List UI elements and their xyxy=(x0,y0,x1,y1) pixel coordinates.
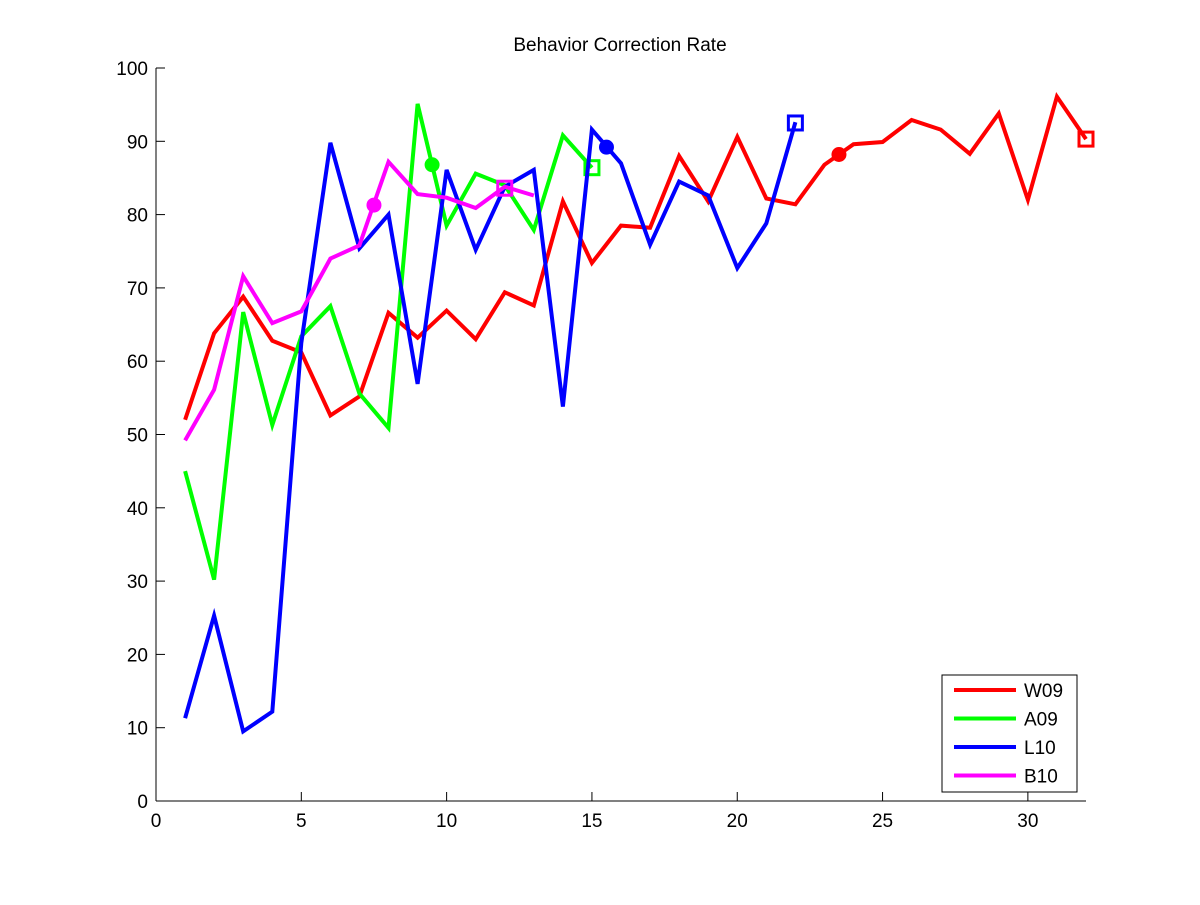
circle-marker-A09 xyxy=(424,157,440,173)
series-line-W09 xyxy=(183,91,1088,421)
chart-title: Behavior Correction Rate xyxy=(513,35,726,56)
y-tick-label: 70 xyxy=(127,279,148,300)
square-marker-A09 xyxy=(583,159,601,177)
series-line-B10 xyxy=(183,157,535,442)
y-tick-label: 40 xyxy=(127,499,148,520)
y-tick-label: 30 xyxy=(127,572,148,593)
x-tick-label: 25 xyxy=(872,811,893,832)
circle-marker-W09 xyxy=(831,146,847,162)
legend-label-L10: L10 xyxy=(1024,738,1056,759)
legend-label-A09: A09 xyxy=(1024,710,1058,731)
series-line-A09 xyxy=(183,103,594,581)
x-tick-label: 5 xyxy=(296,811,307,832)
legend-label-W09: W09 xyxy=(1024,681,1063,702)
legend-box xyxy=(941,674,1078,793)
y-tick-label: 90 xyxy=(127,132,148,153)
y-tick-label: 50 xyxy=(127,426,148,447)
x-tick-label: 30 xyxy=(1017,811,1038,832)
y-tick-label: 80 xyxy=(127,206,148,227)
x-tick-label: 10 xyxy=(436,811,457,832)
y-tick-label: 60 xyxy=(127,352,148,373)
square-marker-B10 xyxy=(496,179,514,197)
legend: W09 A09 L10 B10 xyxy=(941,674,1078,793)
x-tick-label: 0 xyxy=(151,811,162,832)
x-tick-label: 15 xyxy=(581,811,602,832)
square-marker-L10 xyxy=(786,114,804,132)
y-tick-label: 10 xyxy=(127,719,148,740)
axes: 0 5 10 15 20 25 30 0 10 20 30 40 50 60 70 80 90 100 xyxy=(116,59,1086,832)
circle-marker-B10 xyxy=(366,197,382,213)
y-tick-label: 0 xyxy=(137,792,148,813)
y-tick-label: 20 xyxy=(127,645,148,666)
circle-marker-L10 xyxy=(598,139,614,155)
square-marker-W09 xyxy=(1077,130,1095,148)
legend-label-B10: B10 xyxy=(1024,767,1058,788)
x-tick-label: 20 xyxy=(727,811,748,832)
plot-area xyxy=(183,91,1095,735)
y-tick-label: 100 xyxy=(116,59,148,80)
series-line-L10 xyxy=(183,121,798,735)
